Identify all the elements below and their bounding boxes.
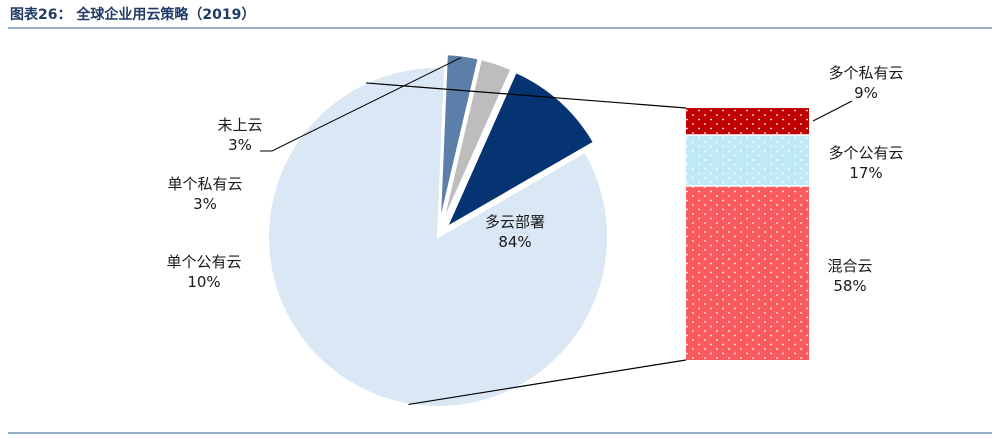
label-single-private: 单个私有云 3%: [167, 175, 242, 213]
label-multi-public: 多个公有云 17%: [828, 144, 903, 182]
label-multi-cloud: 多云部署 84%: [485, 213, 545, 251]
label-single-public: 单个公有云 10%: [166, 253, 241, 291]
bar-segment-pattern-2: [686, 186, 809, 360]
label-hybrid: 混合云 58%: [827, 257, 872, 295]
pie-slice-3: [444, 70, 596, 230]
pie-slice-1: [438, 53, 480, 225]
leader-multi-private: [812, 100, 853, 122]
label-not-on-cloud: 未上云 3%: [217, 116, 262, 154]
leader-not-on-cloud: [260, 57, 462, 152]
label-multi-private: 多个私有云 9%: [828, 64, 903, 102]
connector-lines: [366, 82, 687, 406]
bar-segment-pattern-1: [686, 135, 809, 186]
connector-bottom: [408, 359, 687, 406]
bar-segment-pattern-0: [686, 108, 809, 135]
pie-slice-0: [267, 66, 609, 408]
pie: [267, 53, 609, 408]
pie-slice-2: [441, 57, 513, 226]
data-labels: 多云部署 84% 未上云 3% 单个私有云 3% 单个公有云 10% 多个私有云 9% 多个公有云 1…: [166, 57, 904, 295]
chart-title: 图表26： 全球企业用云策略（2019）: [10, 6, 255, 23]
stacked-bar: [686, 108, 809, 360]
connector-top: [366, 82, 687, 109]
